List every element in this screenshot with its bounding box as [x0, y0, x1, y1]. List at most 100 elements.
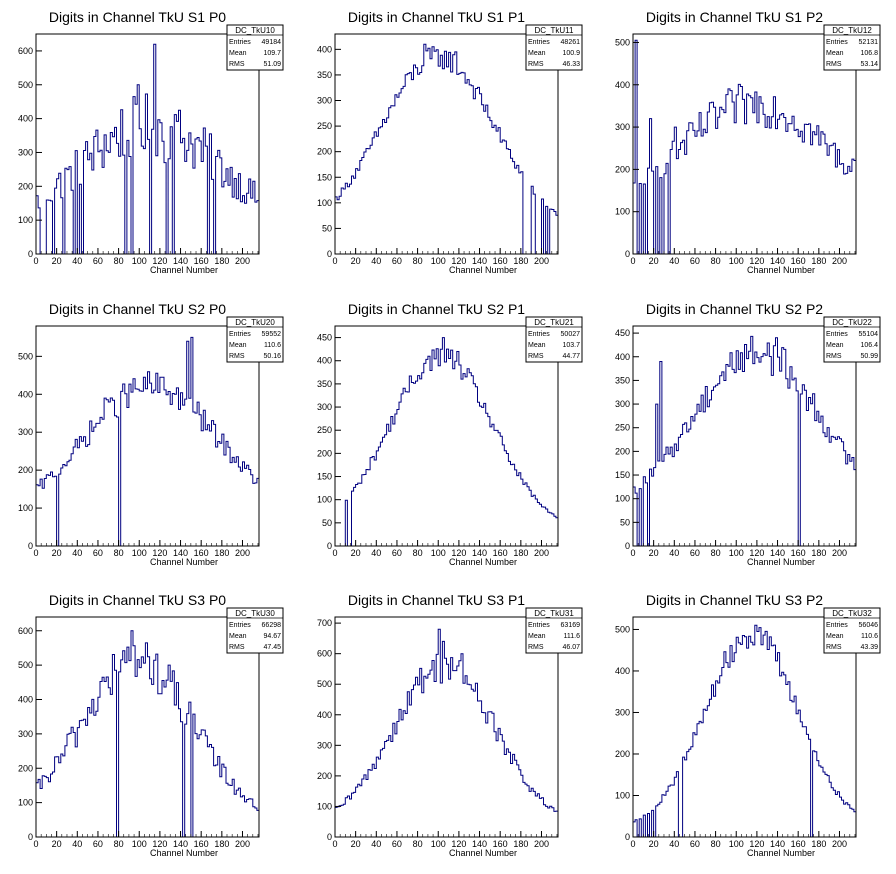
y-tick-label: 100	[615, 494, 630, 504]
y-tick-label: 350	[317, 70, 332, 80]
x-tick-label: 60	[93, 548, 103, 558]
x-tick-label: 180	[513, 256, 528, 266]
histogram-panel: Digits in Channel TkU S1 P1 0 20 40 60 80 100 1…	[317, 9, 583, 275]
stats-value: 50.16	[263, 353, 281, 360]
stats-label: Entries	[826, 39, 848, 46]
x-axis-label: Channel Number	[150, 265, 218, 275]
plot-frame	[632, 33, 857, 255]
x-tick-label: 100	[431, 839, 446, 849]
y-tick-label: 200	[317, 448, 332, 458]
x-tick-label: 60	[392, 839, 402, 849]
stats-value: 50027	[561, 331, 581, 338]
y-tick-label: 300	[615, 122, 630, 132]
x-tick-label: 120	[451, 548, 466, 558]
stats-name: DC_TkU22	[832, 318, 872, 327]
x-tick-label: 100	[431, 548, 446, 558]
stats-value: 48261	[561, 39, 581, 46]
stats-value: 109.7	[263, 50, 281, 57]
stats-label: Mean	[826, 633, 844, 640]
x-tick-label: 160	[493, 548, 508, 558]
x-tick-label: 180	[811, 839, 826, 849]
stats-name: DC_TkU32	[832, 609, 872, 618]
y-tick-label: 400	[317, 356, 332, 366]
stats-label: Entries	[229, 622, 251, 629]
stats-value: 51.09	[263, 61, 281, 68]
y-tick-label: 400	[615, 80, 630, 90]
y-tick-label: 700	[317, 618, 332, 628]
histogram-line	[632, 335, 857, 547]
x-tick-label: 140	[472, 548, 487, 558]
y-tick-label: 400	[18, 695, 33, 705]
x-tick-label: 140	[173, 256, 188, 266]
x-tick-label: 80	[413, 548, 423, 558]
y-tick-label: 450	[317, 333, 332, 343]
x-tick-label: 60	[392, 256, 402, 266]
x-tick-label: 0	[33, 839, 38, 849]
x-tick-label: 160	[791, 548, 806, 558]
stats-label: Entries	[229, 39, 251, 46]
x-tick-label: 140	[770, 839, 785, 849]
y-tick-label: 600	[18, 626, 33, 636]
stats-box	[226, 607, 284, 654]
x-tick-label: 160	[493, 256, 508, 266]
y-tick-label: 250	[615, 423, 630, 433]
x-tick-label: 60	[690, 548, 700, 558]
x-tick-label: 200	[534, 548, 549, 558]
x-tick-label: 0	[630, 256, 635, 266]
y-tick-label: 300	[317, 402, 332, 412]
x-tick-label: 140	[770, 548, 785, 558]
stats-name: DC_TkU12	[832, 26, 872, 35]
x-tick-label: 80	[413, 256, 423, 266]
x-tick-label: 40	[371, 548, 381, 558]
chart-title: Digits in Channel TkU S1 P2	[646, 9, 823, 25]
stats-box	[525, 607, 583, 654]
x-tick-label: 100	[729, 256, 744, 266]
stats-value: 53.14	[860, 61, 878, 68]
x-tick-label: 0	[33, 548, 38, 558]
y-tick-label: 150	[317, 172, 332, 182]
plot-frame	[632, 325, 857, 547]
x-tick-label: 180	[214, 839, 229, 849]
stats-label: RMS	[826, 644, 842, 651]
stats-value: 52131	[859, 39, 879, 46]
chart-title: Digits in Channel TkU S3 P0	[49, 592, 226, 608]
stats-box	[525, 24, 583, 71]
x-tick-label: 180	[214, 548, 229, 558]
y-tick-label: 0	[28, 832, 33, 842]
stats-label: Mean	[229, 342, 247, 349]
stats-name: DC_TkU31	[534, 609, 574, 618]
stats-value: 63169	[561, 622, 581, 629]
x-tick-label: 60	[93, 839, 103, 849]
x-tick-label: 120	[749, 839, 764, 849]
y-tick-label: 150	[615, 470, 630, 480]
stats-value: 55104	[859, 331, 879, 338]
x-tick-label: 160	[493, 839, 508, 849]
y-tick-label: 200	[317, 771, 332, 781]
y-tick-label: 400	[18, 114, 33, 124]
histogram-panel: Digits in Channel TkU S1 P0 0 20 40 60 80 100 1…	[18, 9, 284, 275]
x-tick-label: 40	[72, 548, 82, 558]
x-tick-label: 200	[534, 839, 549, 849]
x-tick-label: 0	[332, 548, 337, 558]
chart-title: Digits in Channel TkU S2 P0	[49, 301, 226, 317]
histogram-line	[35, 630, 260, 838]
stats-label: RMS	[229, 353, 245, 360]
x-tick-label: 160	[194, 256, 209, 266]
x-tick-label: 200	[534, 256, 549, 266]
x-tick-label: 80	[711, 839, 721, 849]
x-tick-label: 20	[649, 256, 659, 266]
stats-label: Mean	[528, 633, 546, 640]
stats-value: 44.77	[562, 353, 580, 360]
y-tick-label: 0	[28, 249, 33, 259]
plot-frame	[35, 616, 260, 838]
plot-frame	[35, 33, 260, 255]
stats-label: Mean	[826, 342, 844, 349]
x-tick-label: 20	[52, 839, 62, 849]
x-tick-label: 20	[52, 548, 62, 558]
x-tick-label: 60	[93, 256, 103, 266]
x-tick-label: 40	[72, 256, 82, 266]
x-tick-label: 140	[472, 256, 487, 266]
y-tick-label: 500	[18, 660, 33, 670]
y-tick-label: 500	[615, 624, 630, 634]
x-tick-label: 80	[114, 839, 124, 849]
